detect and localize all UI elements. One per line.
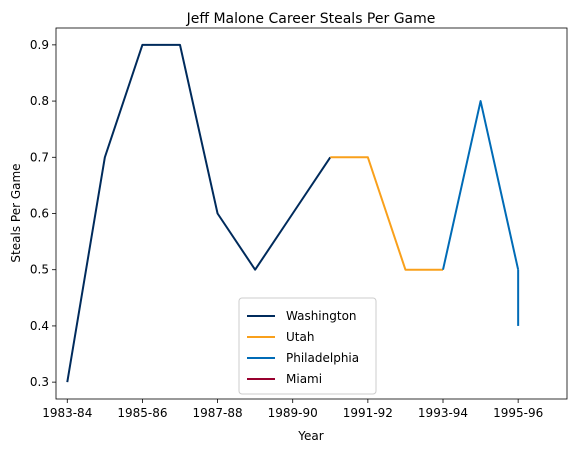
- series-line-washington: [66, 43, 332, 383]
- x-tick-label: 1983-84: [42, 406, 92, 420]
- series-line-philadelphia: [442, 100, 520, 270]
- y-tick-label: 0.6: [30, 207, 49, 221]
- x-tick-label: 1995-96: [493, 406, 543, 420]
- legend: Washington Utah Philadelphia Miami: [238, 297, 377, 395]
- y-tick-label: 0.8: [30, 94, 49, 108]
- series-line-utah: [330, 156, 444, 271]
- legend-label-utah: Utah: [286, 330, 314, 344]
- x-axis: 1983-84 1985-86 1987-88 1989-90 1991-92 1993-…: [42, 399, 543, 420]
- x-tick-label: 1989-90: [268, 406, 318, 420]
- x-tick-label: 1987-88: [192, 406, 242, 420]
- y-tick-label: 0.5: [30, 263, 49, 277]
- y-tick-label: 0.7: [30, 150, 49, 164]
- x-tick-label: 1991-92: [343, 406, 393, 420]
- x-tick-label: 1993-94: [418, 406, 468, 420]
- legend-label-washington: Washington: [286, 309, 357, 323]
- chart-title: Jeff Malone Career Steals Per Game: [186, 11, 436, 27]
- series-lines: [66, 43, 520, 383]
- y-axis: 0.3 0.4 0.5 0.6 0.7 0.8 0.9: [30, 38, 56, 389]
- y-tick-label: 0.3: [30, 375, 49, 389]
- legend-label-miami: Miami: [286, 372, 322, 386]
- legend-box: [238, 297, 377, 395]
- y-axis-label: Steals Per Game: [9, 163, 23, 262]
- y-tick-label: 0.4: [30, 319, 49, 333]
- x-axis-label: Year: [297, 429, 323, 443]
- y-tick-label: 0.9: [30, 38, 49, 52]
- x-tick-label: 1985-86: [117, 406, 167, 420]
- legend-label-philadelphia: Philadelphia: [286, 351, 359, 365]
